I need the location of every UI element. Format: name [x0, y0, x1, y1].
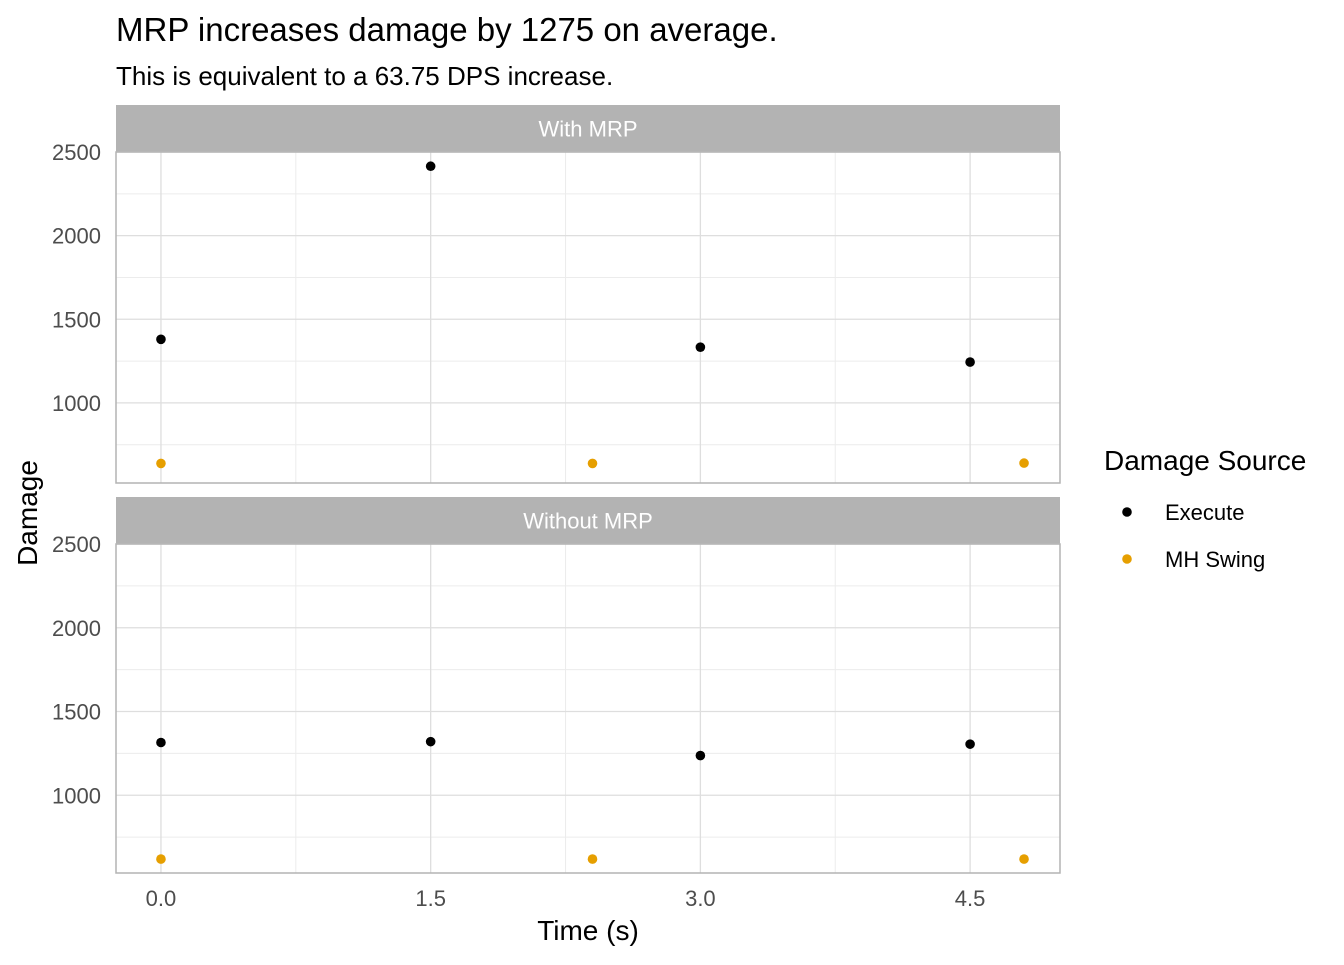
- x-tick-label: 3.0: [685, 886, 716, 911]
- data-point: [156, 458, 166, 469]
- legend-label: MH Swing: [1165, 547, 1265, 572]
- panel-border: [115, 151, 1061, 484]
- y-tick-label: 1500: [52, 700, 101, 725]
- data-point: [695, 342, 706, 352]
- chart-subtitle: This is equivalent to a 63.75 DPS increa…: [116, 61, 613, 91]
- x-tick-label: 1.5: [415, 886, 446, 911]
- chart-marks: With MRP 1000 1500 2000 2500 Without MRP 1000 1…: [52, 105, 1265, 911]
- legend-title: Damage Source: [1104, 445, 1306, 476]
- y-tick-label: 1500: [52, 307, 101, 332]
- facet-strip-label: Without MRP: [523, 509, 653, 534]
- chart-title: MRP increases damage by 1275 on average.: [116, 11, 778, 48]
- data-point: [1019, 854, 1029, 864]
- facet-panel: With MRP 1000 1500 2000 2500: [52, 105, 1061, 484]
- facet-strip-label: With MRP: [539, 117, 638, 142]
- y-tick-label: 2500: [52, 140, 101, 165]
- y-tick-label: 1000: [52, 391, 101, 416]
- facet-strip: [116, 105, 1060, 152]
- data-point: [965, 357, 975, 367]
- data-point: [156, 854, 166, 864]
- facet-panel: Without MRP 1000 1500 2000 2500: [52, 497, 1061, 874]
- x-tick-label: 0.0: [146, 886, 177, 911]
- x-axis-label: Time (s): [537, 915, 639, 946]
- y-tick-label: 1000: [52, 783, 101, 808]
- legend-key: [1122, 554, 1132, 564]
- y-tick-label: 2500: [52, 532, 101, 557]
- legend-label: Execute: [1165, 500, 1245, 525]
- data-point: [695, 750, 706, 761]
- data-point: [587, 458, 598, 469]
- y-tick-label: 2000: [52, 224, 101, 249]
- data-point: [965, 739, 975, 749]
- data-point: [425, 736, 436, 747]
- legend-key: [1122, 507, 1132, 517]
- y-axis-label: Damage: [12, 460, 43, 566]
- y-tick-label: 2000: [52, 616, 101, 641]
- data-point: [1019, 458, 1029, 468]
- data-point: [156, 334, 166, 345]
- panel-border: [115, 543, 1061, 874]
- data-point: [587, 854, 598, 864]
- data-point: [156, 737, 166, 748]
- data-point: [425, 161, 436, 172]
- x-tick-label: 4.5: [955, 886, 986, 911]
- facet-strip: [116, 497, 1060, 544]
